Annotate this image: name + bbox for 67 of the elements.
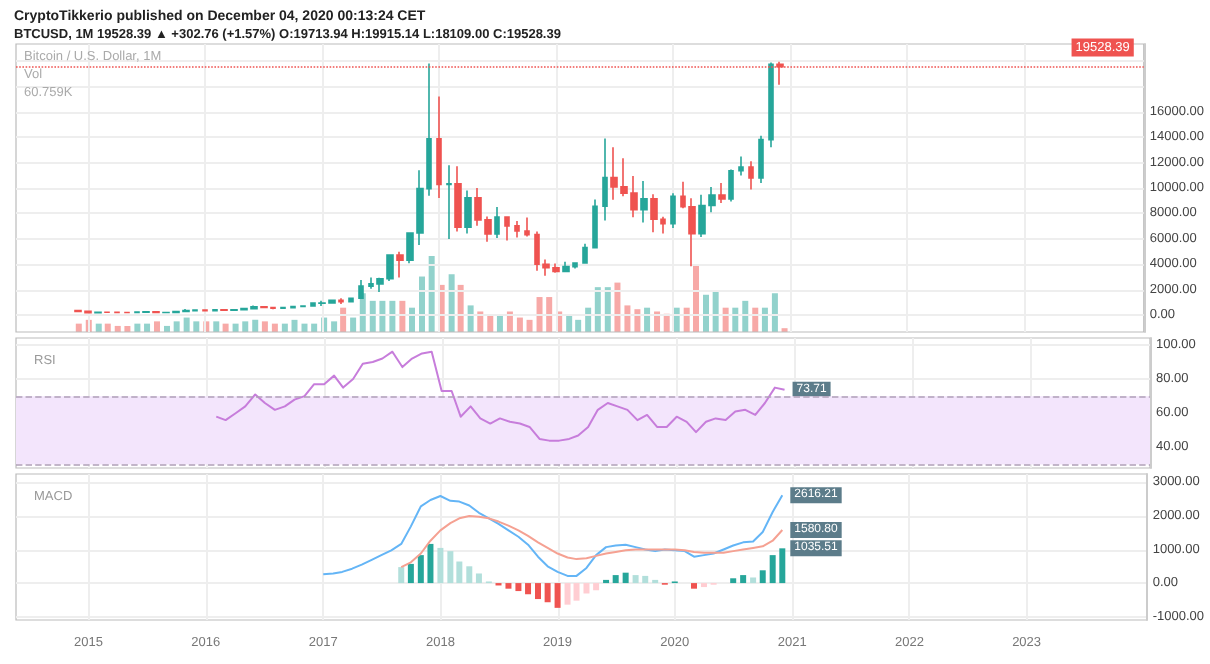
candlestick (494, 206, 500, 239)
bar (544, 583, 551, 603)
bar (407, 563, 414, 584)
candlestick (514, 220, 520, 239)
bar (350, 317, 357, 332)
bar (467, 305, 474, 332)
bar (730, 578, 737, 584)
bar (702, 294, 709, 332)
candlestick (396, 250, 404, 279)
bar (173, 321, 180, 332)
bar (154, 321, 161, 332)
bar (419, 276, 426, 332)
bar (213, 321, 220, 332)
bar (771, 293, 778, 332)
candlestick (650, 193, 658, 234)
bar (399, 300, 406, 332)
bar (526, 319, 533, 332)
candlestick (454, 165, 462, 233)
bar (428, 256, 435, 332)
candlestick (738, 155, 744, 177)
candlestick (504, 215, 510, 242)
candlestick (446, 164, 452, 240)
bar (612, 575, 619, 584)
bar (261, 321, 268, 332)
candlestick (602, 137, 608, 222)
bar (691, 583, 698, 589)
candlestick (748, 160, 754, 191)
candlestick (582, 243, 588, 265)
bar (466, 566, 473, 584)
candlestick (728, 168, 734, 203)
bar (475, 573, 482, 584)
bar (622, 572, 629, 584)
bar (759, 570, 766, 584)
candlestick (640, 180, 648, 224)
candlestick (338, 297, 344, 305)
bar (331, 321, 338, 332)
bar (566, 315, 573, 332)
line-series (215, 350, 786, 442)
bar (447, 551, 454, 584)
bar (496, 315, 503, 332)
line-series (400, 514, 784, 569)
bar (252, 319, 259, 332)
line-series (322, 494, 784, 577)
candlestick (758, 134, 764, 184)
candlestick (718, 182, 726, 204)
bar (525, 583, 532, 595)
bar (389, 300, 396, 332)
bar (487, 315, 494, 332)
bar (535, 583, 541, 600)
candlestick (464, 189, 472, 235)
bar (448, 274, 455, 332)
bar (742, 300, 749, 332)
bar (740, 575, 747, 584)
candlestick (592, 198, 598, 249)
candlestick (524, 216, 530, 238)
bar (398, 567, 405, 584)
candlestick (768, 61, 774, 149)
bar (516, 317, 523, 332)
candlestick (348, 297, 354, 303)
bar (437, 547, 444, 584)
bar (624, 305, 631, 332)
bar (515, 583, 522, 592)
bar (750, 577, 757, 584)
bar (712, 290, 719, 332)
candlestick (670, 192, 676, 229)
bar (554, 583, 561, 608)
candlestick (562, 260, 570, 274)
